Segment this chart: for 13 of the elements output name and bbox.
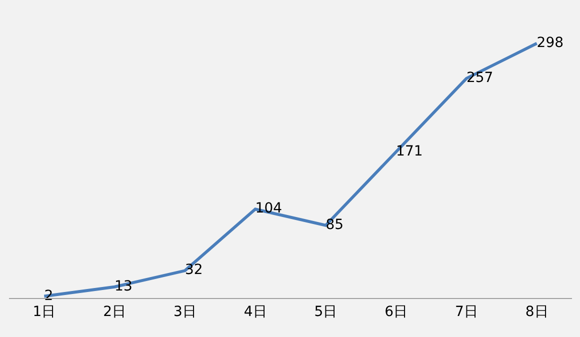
x-tick-label: 8日 <box>525 304 548 320</box>
x-tick-label: 6日 <box>384 304 408 320</box>
x-tick-label: 7日 <box>454 304 478 320</box>
data-label: 171 <box>396 143 423 160</box>
data-label: 32 <box>184 262 203 278</box>
x-tick-label: 4日 <box>244 304 267 320</box>
data-label: 298 <box>536 34 564 51</box>
data-label: 85 <box>326 216 344 233</box>
x-tick-label: 3日 <box>173 304 196 320</box>
x-tick-label: 1日 <box>32 304 56 320</box>
x-tick-label: 2日 <box>103 304 126 320</box>
x-tick-label: 5日 <box>314 304 338 320</box>
data-label: 257 <box>466 70 494 86</box>
